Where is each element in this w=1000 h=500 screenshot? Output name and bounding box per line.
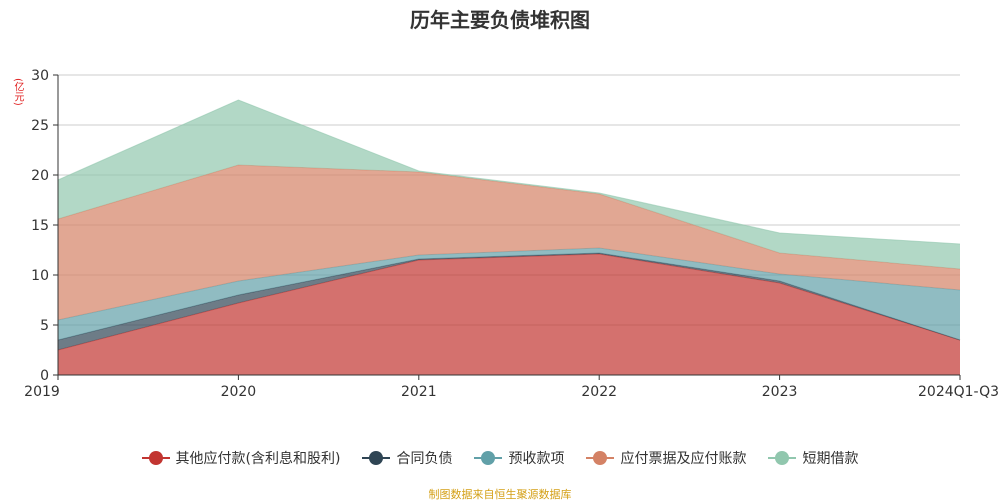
legend-label: 预收款项 bbox=[508, 451, 565, 467]
x-tick-label: 2021 bbox=[401, 384, 437, 400]
x-tick-label: 2024Q1-Q3 bbox=[918, 384, 999, 400]
chart-title: 历年主要负债堆积图 bbox=[410, 8, 590, 32]
legend-item[interactable]: 短期借款 bbox=[768, 448, 858, 468]
area-series-2 bbox=[58, 248, 960, 340]
legend-item[interactable]: 其他应付款(含利息和股利) bbox=[141, 448, 341, 468]
legend-item[interactable]: 应付票据及应付账款 bbox=[586, 448, 746, 468]
legend-item[interactable]: 预收款项 bbox=[474, 448, 564, 468]
y-axis-unit: (亿元) bbox=[12, 78, 23, 106]
y-tick-label: 30 bbox=[31, 68, 49, 84]
legend-label: 短期借款 bbox=[802, 451, 859, 467]
plot-area: 0 5 10 15 20 25 30 2019 2020 2021 2022 2023 2024Q1-Q… bbox=[24, 68, 999, 400]
y-tick-label: 10 bbox=[31, 268, 49, 284]
x-tick-label: 2022 bbox=[581, 384, 617, 400]
legend-label: 合同负债 bbox=[396, 451, 453, 467]
y-tick-label: 0 bbox=[40, 368, 49, 384]
area-series-0 bbox=[58, 254, 960, 375]
x-tick-label: 2019 bbox=[24, 384, 60, 400]
legend-marker-icon bbox=[474, 451, 503, 465]
legend-label: 其他应付款(含利息和股利) bbox=[175, 451, 341, 467]
legend: 其他应付款(含利息和股利) 合同负债 预收款项 应付票据及应付账款 短期借款 bbox=[0, 448, 1000, 468]
x-tick-label: 2023 bbox=[762, 384, 798, 400]
area-series-3 bbox=[58, 165, 960, 320]
y-tick-label: 15 bbox=[31, 218, 49, 234]
legend-marker-icon bbox=[362, 451, 391, 465]
area-series-4 bbox=[58, 100, 960, 269]
line-series-4 bbox=[57, 99, 961, 245]
y-tick-label: 20 bbox=[31, 168, 49, 184]
x-tick-label: 2020 bbox=[221, 384, 257, 400]
legend-label: 应付票据及应付账款 bbox=[620, 451, 747, 467]
legend-item[interactable]: 合同负债 bbox=[362, 448, 452, 468]
legend-marker-icon bbox=[586, 451, 615, 465]
source-note: 制图数据来自恒生聚源数据库 bbox=[428, 488, 572, 500]
legend-marker-icon bbox=[768, 451, 797, 465]
y-tick-label: 25 bbox=[31, 118, 49, 134]
legend-marker-icon bbox=[141, 451, 170, 465]
y-tick-label: 5 bbox=[40, 318, 49, 334]
area-series-1 bbox=[58, 253, 960, 350]
